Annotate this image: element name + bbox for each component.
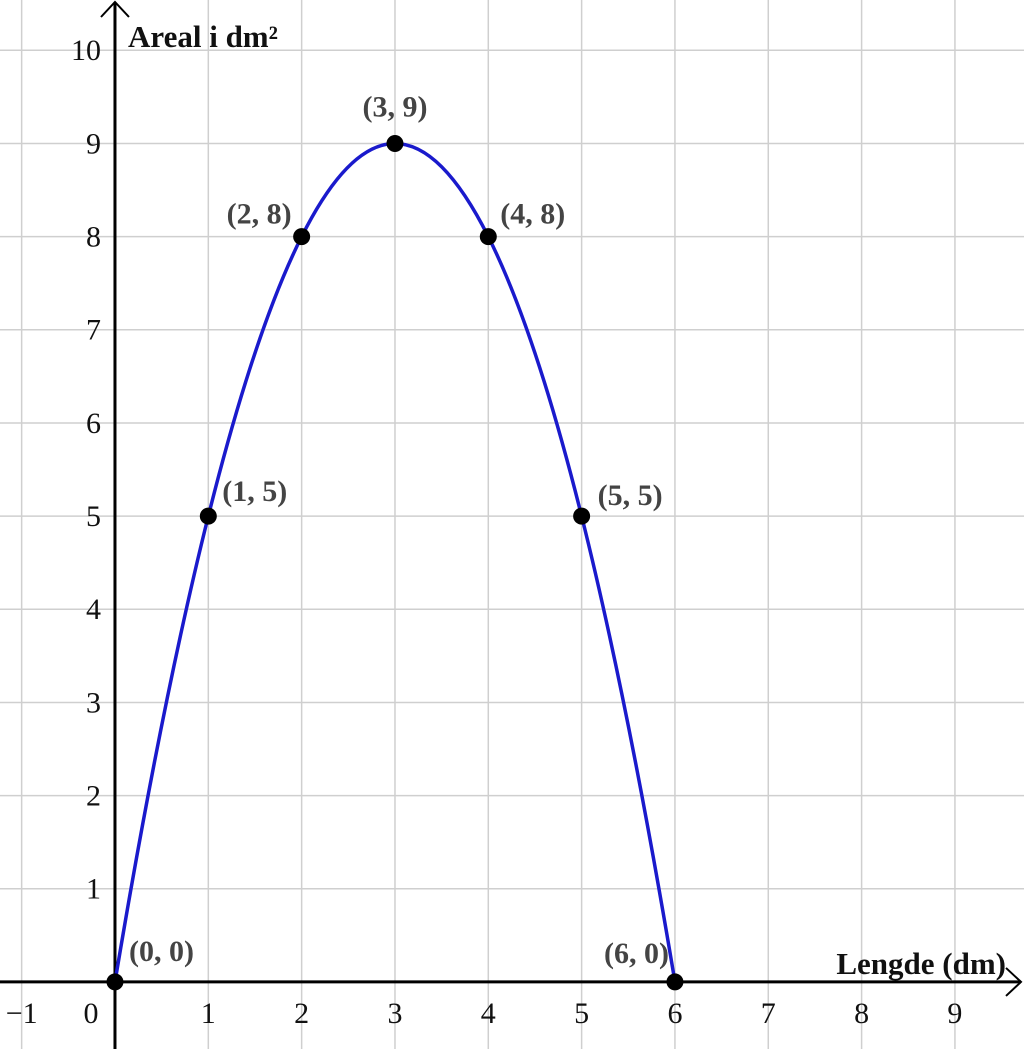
point xyxy=(106,973,124,991)
x-axis-label: Lengde (dm) xyxy=(836,946,1006,981)
y-axis-arrow xyxy=(100,0,130,18)
x-tick-label: 3 xyxy=(387,997,402,1030)
x-tick-label: 4 xyxy=(481,997,496,1030)
point xyxy=(386,134,404,152)
y-tick-label: 8 xyxy=(86,221,101,254)
x-tick-label: 9 xyxy=(947,997,962,1030)
x-tick-label: −1 xyxy=(6,997,38,1030)
y-tick-label: 2 xyxy=(86,779,101,812)
y-tick-label: 3 xyxy=(86,686,101,719)
y-axis-label: Areal i dm² xyxy=(128,19,278,54)
point xyxy=(293,228,311,246)
point-label: (2, 8) xyxy=(227,198,292,231)
point xyxy=(666,973,684,991)
point-label: (0, 0) xyxy=(129,935,194,968)
point-label: (3, 9) xyxy=(362,90,427,123)
x-tick-label: 1 xyxy=(201,997,216,1030)
point-label: (5, 5) xyxy=(598,479,663,512)
point-label: (6, 0) xyxy=(604,937,669,970)
x-tick-label: 0 xyxy=(83,997,98,1030)
point-label: (4, 8) xyxy=(500,198,565,231)
y-tick-label: 10 xyxy=(71,34,101,67)
x-tick-label: 6 xyxy=(667,997,682,1030)
x-tick-label: 7 xyxy=(761,997,776,1030)
plot: (0, 0) (1, 5) (2, 8) (3, 9) (4, 8) (5, 5) (6, … xyxy=(106,90,684,991)
y-tick-label: 9 xyxy=(86,127,101,160)
x-tick-label: 2 xyxy=(294,997,309,1030)
point xyxy=(199,507,217,525)
point-label: (1, 5) xyxy=(222,475,287,508)
x-axis-arrow xyxy=(1005,967,1023,997)
y-tick-label: 4 xyxy=(86,593,101,626)
y-tick-label: 6 xyxy=(86,407,101,440)
y-tick-label: 7 xyxy=(86,314,101,347)
x-tick-label: 5 xyxy=(574,997,589,1030)
y-tick-label: 5 xyxy=(86,500,101,533)
x-tick-label: 8 xyxy=(854,997,869,1030)
point xyxy=(479,228,497,246)
point xyxy=(573,507,591,525)
y-tick-label: 1 xyxy=(86,873,101,906)
